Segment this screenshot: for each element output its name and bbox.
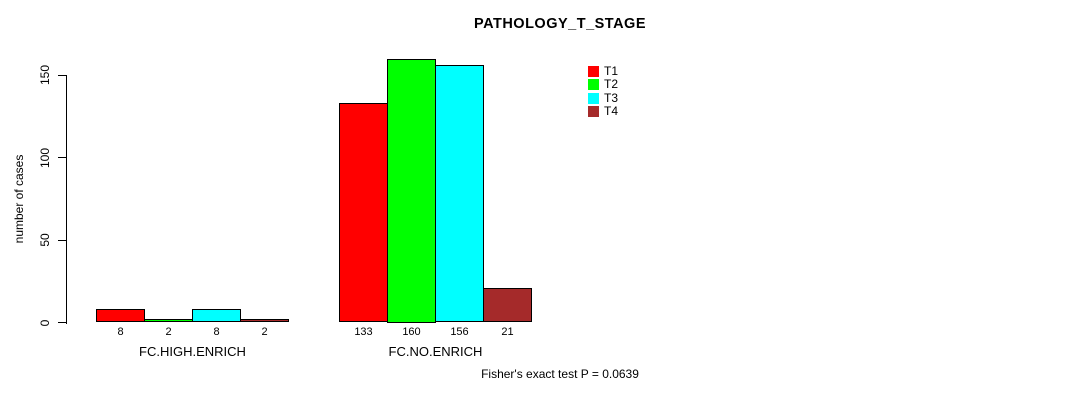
bar-value-label-t3-fc-no-enrich: 156 xyxy=(450,326,469,338)
y-axis-tick-label-50: 50 xyxy=(38,233,52,247)
bar-value-label-t1-fc-no-enrich: 133 xyxy=(354,326,373,338)
y-axis-tick-label-100: 100 xyxy=(38,147,52,168)
legend-item-t4: T4 xyxy=(588,105,618,118)
y-axis-tick-100 xyxy=(58,157,66,158)
y-axis-tick-50 xyxy=(58,239,66,241)
bar-t3-fc-high-enrich xyxy=(192,309,241,323)
chart-title: PATHOLOGY_T_STAGE xyxy=(473,16,647,32)
y-axis-tick-label-150: 150 xyxy=(38,64,52,86)
bar-t2-fc-no-enrich xyxy=(387,58,436,323)
bar-t3-fc-no-enrich xyxy=(435,65,484,323)
bar-value-label-t2-fc-no-enrich: 160 xyxy=(402,326,421,338)
legend-label-t4: T4 xyxy=(604,104,619,119)
bar-t4-fc-high-enrich xyxy=(240,319,289,323)
bar-value-label-t4-fc-high-enrich: 2 xyxy=(261,326,268,338)
bar-t1-fc-no-enrich xyxy=(339,103,388,323)
legend: T1 T2 T3 T4 xyxy=(588,65,618,118)
bar-t2-fc-high-enrich xyxy=(144,319,193,323)
legend-item-t2: T2 xyxy=(588,78,618,91)
y-axis-tick-150 xyxy=(58,74,66,76)
y-axis-line xyxy=(66,75,67,324)
legend-label-t1: T1 xyxy=(604,64,619,79)
group-label-fc-no-enrich: FC.NO.ENRICH xyxy=(388,344,483,359)
legend-item-t3: T3 xyxy=(588,90,619,105)
legend-swatch-t4 xyxy=(588,106,599,118)
y-axis-tick-label-0: 0 xyxy=(38,319,52,326)
legend-label-t3: T3 xyxy=(604,90,619,105)
bar-value-label-t2-fc-high-enrich: 2 xyxy=(165,326,172,338)
y-axis-label: number of cases xyxy=(12,154,26,244)
group-label-fc-high-enrich: FC.HIGH.ENRICH xyxy=(139,344,246,359)
bar-value-label-t1-fc-high-enrich: 8 xyxy=(117,326,124,338)
bar-t1-fc-high-enrich xyxy=(96,309,145,323)
legend-swatch-t3 xyxy=(588,92,599,104)
legend-item-t1: T1 xyxy=(588,65,618,78)
bar-value-label-t4-fc-no-enrich: 21 xyxy=(501,326,514,338)
bar-t4-fc-no-enrich xyxy=(483,287,532,323)
bar-value-label-t3-fc-high-enrich: 8 xyxy=(213,326,220,338)
legend-label-t2: T2 xyxy=(604,77,619,92)
legend-swatch-t1 xyxy=(588,66,599,78)
legend-swatch-t2 xyxy=(588,79,599,91)
footnote-text: Fisher's exact test P = 0.0639 xyxy=(481,367,639,381)
y-axis-tick-0 xyxy=(58,322,66,323)
